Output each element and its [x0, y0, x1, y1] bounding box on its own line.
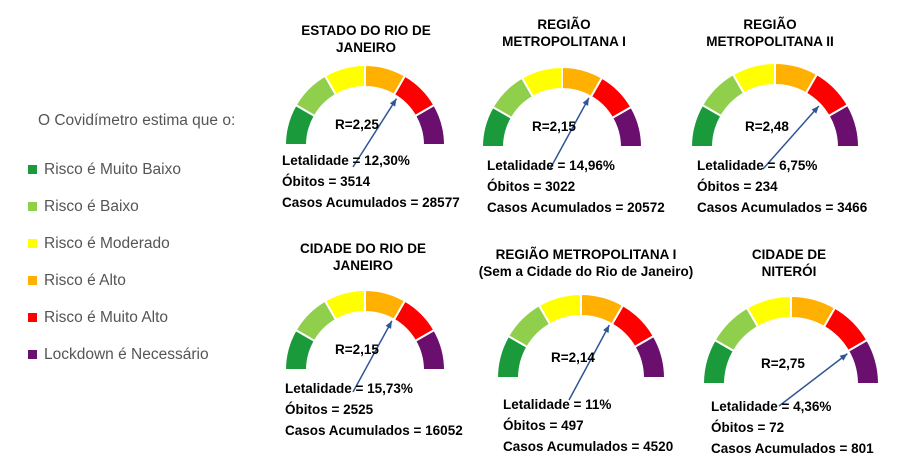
legend-swatch — [28, 276, 37, 285]
gauge-needle-head — [385, 320, 392, 329]
legend-label: Lockdown é Necessário — [44, 345, 209, 363]
obitos-text: Óbitos = 234 — [697, 179, 778, 194]
gauge-stats: Letalidade = 12,30% Óbitos = 3514 Casos Ac… — [282, 150, 460, 213]
obitos-text: Óbitos = 3514 — [282, 174, 371, 189]
gauge-needle-head — [582, 97, 589, 106]
gauge-needle — [352, 98, 398, 168]
gauge-stats: Letalidade = 11% Óbitos = 497 Casos Acumul… — [503, 394, 673, 457]
gauge-stats: Letalidade = 6,75% Óbitos = 234 Casos Acum… — [697, 155, 867, 218]
gauge-segment — [413, 103, 447, 146]
legend-swatch — [28, 202, 37, 211]
gauge-needle — [549, 97, 590, 170]
gauge-title-line: METROPOLITANA II — [706, 34, 834, 49]
casos-acumulados-text: Casos Acumulados = 801 — [711, 441, 874, 456]
letalidade-text: Letalidade = 4,36% — [711, 399, 832, 414]
legend-swatch — [28, 165, 37, 174]
gauge-title-line: CIDADE DE — [751, 247, 827, 262]
legend-label: Risco é Baixo — [44, 197, 139, 215]
gauge-needle — [352, 320, 393, 393]
gauge-title-line: REGIÃO — [537, 17, 591, 32]
gauge-title: REGIÃO METROPOLITANA II — [690, 16, 850, 50]
gauge-title: REGIÃO METROPOLITANA I (Sem a Cidade do R… — [460, 246, 712, 280]
gauge-r-value: R=2,48 — [745, 119, 789, 134]
gauge-segment — [846, 338, 881, 385]
gauge-needle-head — [603, 325, 610, 334]
gauge-title-line: JANEIRO — [332, 258, 393, 273]
gauge-segment — [827, 103, 861, 148]
letalidade-text: Letalidade = 6,75% — [697, 158, 818, 173]
legend-intro: O Covidímetro estima que o: — [38, 112, 236, 129]
gauge-r-value: R=2,25 — [335, 117, 379, 132]
gauge-stats: Letalidade = 14,96% Óbitos = 3022 Casos Ac… — [487, 155, 665, 218]
casos-acumulados-text: Casos Acumulados = 4520 — [503, 439, 674, 454]
gauge-r-value: R=2,15 — [335, 342, 379, 357]
gauge-title-line: CIDADE DO RIO DE — [299, 241, 426, 256]
gauge-needle — [778, 353, 848, 407]
gauge-needle-head — [811, 106, 819, 114]
legend-swatch — [28, 239, 37, 248]
legend-label: Risco é Muito Alto — [44, 308, 169, 326]
gauge-stats: Letalidade = 15,73% Óbitos = 2525 Casos Ac… — [285, 378, 463, 441]
letalidade-text: Letalidade = 15,73% — [285, 381, 413, 396]
legend-swatch — [28, 313, 37, 322]
gauge-title-line: ESTADO DO RIO DE — [301, 23, 431, 38]
gauge-title-line: REGIÃO METROPOLITANA I — [495, 247, 677, 262]
gauge-r-value: R=2,15 — [532, 119, 576, 134]
legend-item: Lockdown é Necessário — [28, 336, 288, 373]
obitos-text: Óbitos = 72 — [711, 420, 785, 435]
gauge-needle — [762, 105, 820, 170]
gauge-title-line: NITERÓI — [761, 264, 817, 279]
letalidade-text: Letalidade = 11% — [503, 397, 612, 412]
legend-item: Risco é Muito Baixo — [28, 151, 288, 188]
gauge-stats: Letalidade = 4,36% Óbitos = 72 Casos Acumu… — [711, 396, 874, 459]
gauge-title-line: (Sem a Cidade do Rio de Janeiro) — [478, 264, 694, 279]
casos-acumulados-text: Casos Acumulados = 20572 — [487, 200, 665, 215]
obitos-text: Óbitos = 3022 — [487, 179, 576, 194]
gauge-needle — [568, 324, 610, 401]
legend-item: Risco é Moderado — [28, 225, 288, 262]
casos-acumulados-text: Casos Acumulados = 28577 — [282, 195, 460, 210]
legend-item: Risco é Muito Alto — [28, 299, 288, 336]
letalidade-text: Letalidade = 14,96% — [487, 158, 615, 173]
gauge-title-line: REGIÃO — [743, 17, 797, 32]
gauge-segment — [413, 328, 447, 371]
gauge-title: REGIÃO METROPOLITANA I — [476, 16, 652, 50]
obitos-text: Óbitos = 497 — [503, 418, 584, 433]
gauge-r-value: R=2,75 — [761, 356, 805, 371]
gauge-title: CIDADE DO RIO DE JANEIRO — [268, 240, 458, 274]
gauge-segment — [633, 334, 667, 379]
casos-acumulados-text: Casos Acumulados = 3466 — [697, 200, 868, 215]
legend-label: Risco é Muito Baixo — [44, 160, 181, 178]
legend-item: Risco é Baixo — [28, 188, 288, 225]
legend-swatch — [28, 350, 37, 359]
casos-acumulados-text: Casos Acumulados = 16052 — [285, 423, 463, 438]
gauge-title-line: METROPOLITANA I — [502, 34, 626, 49]
gauge-title: ESTADO DO RIO DE JANEIRO — [278, 22, 454, 56]
gauge-r-value: R=2,14 — [551, 350, 595, 365]
gauge-title-line: JANEIRO — [335, 40, 396, 55]
risk-legend: O Covidímetro estima que o: Risco é Muit… — [28, 112, 288, 373]
legend-label: Risco é Alto — [44, 271, 126, 289]
gauge-title: CIDADE DE NITERÓI — [700, 246, 878, 280]
gauge-needle-head — [389, 98, 397, 107]
legend-item: Risco é Alto — [28, 262, 288, 299]
gauge-segment — [610, 105, 644, 148]
obitos-text: Óbitos = 2525 — [285, 402, 374, 417]
legend-label: Risco é Moderado — [44, 234, 170, 252]
letalidade-text: Letalidade = 12,30% — [282, 153, 410, 168]
gauge-needle-head — [839, 353, 848, 361]
